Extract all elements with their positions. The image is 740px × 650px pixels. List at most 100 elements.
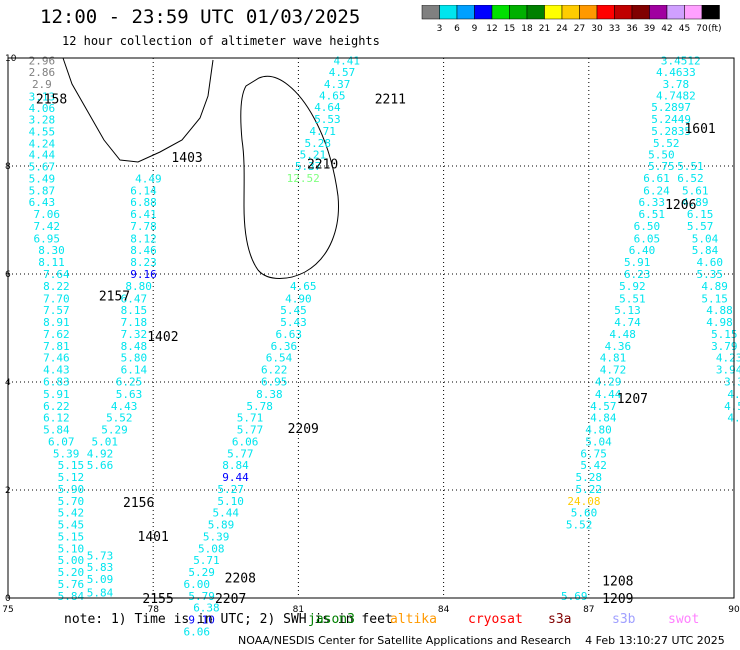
- swh-point: 4.81: [600, 352, 627, 365]
- colorbar-swatch: [544, 5, 563, 20]
- colorbar-swatch: [649, 5, 668, 20]
- swh-point: 5.15: [701, 292, 728, 305]
- swh-point: 5.52: [566, 519, 593, 532]
- swh-point: 8.11: [38, 256, 65, 269]
- swh-point: 4.29: [595, 375, 622, 388]
- swh-point: 5.2897: [651, 101, 691, 114]
- swh-point: 2.9: [32, 78, 52, 91]
- swh-point: 6.23: [624, 268, 651, 281]
- chart-subtitle: 12 hour collection of altimeter wave hei…: [62, 34, 380, 48]
- colorbar-tick: 39: [644, 24, 656, 34]
- swh-point: 7.78: [130, 220, 157, 233]
- swh-point: 5.08: [198, 542, 225, 555]
- swh-point: 6.43: [29, 196, 56, 209]
- swh-point: 5.28: [576, 471, 603, 484]
- colorbar-swatch: [666, 5, 685, 20]
- swh-point: 5.10: [217, 495, 244, 508]
- swh-point: 6.41: [130, 208, 157, 221]
- swh-point: 5.01: [92, 435, 119, 448]
- swh-point: 8.12: [130, 232, 157, 245]
- swh-point: 6.05: [634, 232, 661, 245]
- swh-point: 6.22: [261, 364, 288, 377]
- swh-point: 5.90: [58, 483, 85, 496]
- swh-point: 5.29: [188, 566, 215, 579]
- swh-point: 5.2835: [651, 125, 691, 138]
- colorbar-swatch: [439, 5, 458, 20]
- swh-point: 6.06: [232, 435, 259, 448]
- swh-point: 9.44: [222, 471, 249, 484]
- colorbar-tick: 18: [521, 24, 533, 34]
- swh-point: 5.49: [29, 172, 56, 185]
- swh-point: 5.20: [58, 566, 85, 579]
- swh-point: 5.53: [314, 113, 341, 126]
- swh-point: 8.38: [256, 388, 283, 401]
- track-time-label: 1403: [171, 151, 202, 166]
- colorbar-swatch: [614, 5, 633, 20]
- swh-point: 4.: [727, 388, 740, 401]
- track-time-label: 1207: [617, 392, 648, 407]
- swh-point: 5.78: [246, 400, 273, 413]
- satellite-swot: swot: [668, 612, 700, 627]
- track-time-label: 1401: [138, 530, 169, 545]
- swh-point: 5.52: [653, 137, 680, 150]
- colorbar-swatch: [421, 5, 440, 20]
- swh-point: 5.37: [295, 160, 322, 173]
- swh-point: 5.45: [280, 304, 307, 317]
- swh-point: 7.18: [121, 316, 148, 329]
- colorbar-tick: 70: [696, 24, 708, 34]
- swh-point: 8.84: [222, 459, 249, 472]
- swh-point: 4.90: [285, 292, 312, 305]
- colorbar-tick: 6: [454, 24, 460, 34]
- track-time-label: 2207: [215, 592, 246, 607]
- track-time-label: 1208: [602, 575, 633, 590]
- swh-point: 8.48: [121, 340, 148, 353]
- swh-point: 5.92: [619, 280, 646, 293]
- x-tick-label: 75: [2, 605, 13, 615]
- swh-point: 5.71: [193, 554, 220, 567]
- swh-point: 3.28: [29, 114, 56, 127]
- colorbar-swatch: [631, 5, 650, 20]
- swh-point: 4.7482: [656, 89, 696, 102]
- swh-point: 6.14: [121, 364, 148, 377]
- swh-point: 5.50: [648, 149, 675, 162]
- swh-point: 3.78: [663, 78, 690, 91]
- track-time-label: 2157: [99, 290, 130, 305]
- swh-point: 5.91: [43, 388, 70, 401]
- colorbar-tick: 15: [504, 24, 515, 34]
- swh-point: 8.80: [125, 280, 152, 293]
- swh-point: 5.04: [585, 435, 612, 448]
- swh-point: 5.45: [58, 519, 85, 532]
- swh-point: 5.69: [561, 590, 588, 603]
- swh-point: 5.04: [692, 232, 719, 245]
- swh-point: 6.33: [638, 196, 665, 209]
- swh-point: 6.63: [275, 328, 302, 341]
- swh-point: 8.30: [38, 244, 65, 257]
- swh-point: 4.89: [701, 280, 728, 293]
- footer-note: note: 1) Time is in UTC; 2) SWH is in fe…: [64, 612, 393, 627]
- track-time-label: 2158: [36, 93, 67, 108]
- swh-point: 4.74: [614, 316, 641, 329]
- satellite-s3b: s3b: [612, 612, 636, 627]
- sri-lanka-coastline: [240, 75, 339, 279]
- swh-point: 5.67: [29, 161, 56, 174]
- y-tick-label: 2: [5, 486, 11, 496]
- x-tick-label: 87: [583, 605, 594, 615]
- swh-point: 5.15: [58, 530, 85, 543]
- colorbar-swatch: [491, 5, 510, 20]
- swh-point: 5.73: [87, 549, 114, 562]
- colorbar-tick: 33: [609, 24, 620, 34]
- swh-point: 6.12: [43, 412, 70, 425]
- swh-point: 5.28: [305, 137, 332, 150]
- swh-point: 4.92: [87, 447, 114, 460]
- swh-point: 6.51: [638, 208, 665, 221]
- swh-point: 6.24: [643, 184, 670, 197]
- swh-point: 4.44: [595, 388, 622, 401]
- swh-point: 5.44: [213, 507, 240, 520]
- swh-point: 5.84: [692, 244, 719, 257]
- colorbar-swatch: [596, 5, 615, 20]
- swh-point: 4.65: [290, 280, 317, 293]
- swh-point: 5.57: [687, 220, 714, 233]
- swh-point: 6.47: [121, 292, 148, 305]
- swh-point: 6.52: [677, 172, 704, 185]
